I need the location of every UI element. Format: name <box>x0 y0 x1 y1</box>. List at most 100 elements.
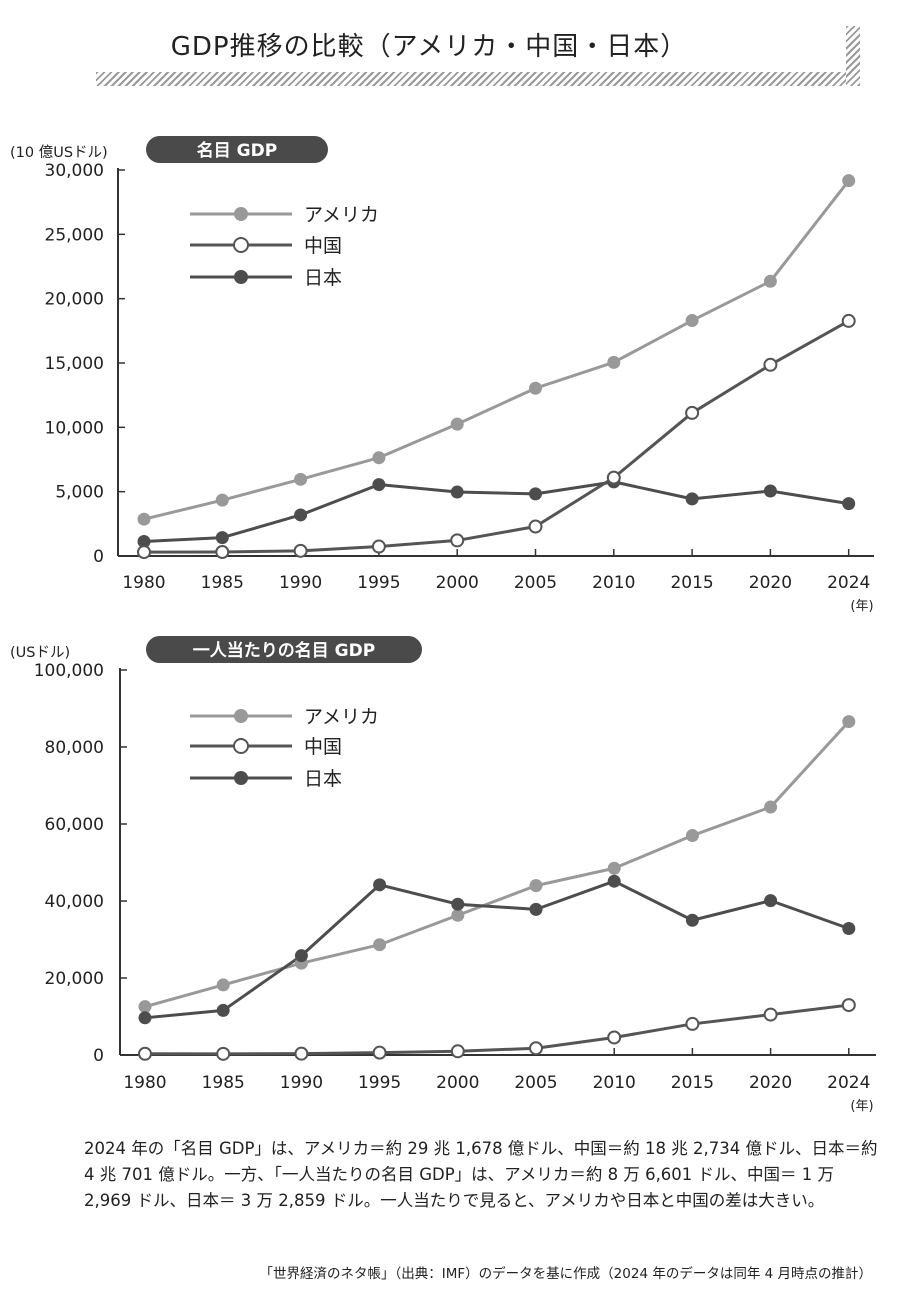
nominal-y-tick-label: 15,000 <box>45 354 104 374</box>
nominal-point-america <box>607 355 621 369</box>
per-capita-legend-label-china: 中国 <box>304 736 342 758</box>
nominal-point-china <box>606 470 621 485</box>
per-capita-y-axis-unit: (USドル) <box>10 645 70 661</box>
per-capita-point-china <box>529 1041 543 1056</box>
nominal-point-china <box>685 405 700 420</box>
per-capita-point-america <box>529 879 543 893</box>
per-capita-legend-label-america: アメリカ <box>304 706 379 728</box>
per-capita-x-tick-label: 1980 <box>123 1073 166 1093</box>
nominal-x-axis-unit: (年) <box>850 599 873 614</box>
per-capita-point-america <box>138 1000 152 1014</box>
per-capita-point-japan <box>216 1003 230 1017</box>
per-capita-x-tick-label: 2010 <box>593 1073 636 1093</box>
per-capita-point-japan <box>764 894 778 908</box>
nominal-point-japan <box>137 534 151 548</box>
nominal-point-japan <box>450 485 464 499</box>
per-capita-point-china <box>607 1030 622 1045</box>
nominal-point-japan <box>215 531 229 545</box>
nominal-x-tick-label: 2015 <box>670 573 713 593</box>
per-capita-y-tick-label: 100,000 <box>34 661 104 681</box>
title-hatch-side <box>846 26 860 86</box>
per-capita-point-america <box>451 908 465 922</box>
nominal-series-line-china <box>143 319 850 554</box>
per-capita-x-tick-label: 1995 <box>358 1073 401 1093</box>
per-capita-point-japan <box>451 897 465 911</box>
per-capita-point-china <box>841 998 856 1013</box>
nominal-y-tick-label: 20,000 <box>45 290 104 310</box>
per-capita-y-tick-label: 0 <box>93 1046 104 1066</box>
per-capita-point-china <box>138 1046 152 1061</box>
per-capita-y-tick-label: 40,000 <box>45 892 104 912</box>
nominal-y-tick-label: 30,000 <box>45 161 104 181</box>
nominal-point-china <box>528 519 543 534</box>
nominal-x-tick-label: 2010 <box>592 573 635 593</box>
page-title: GDP推移の比較（アメリカ・中国・日本） <box>170 32 688 62</box>
per-capita-legend-marker-japan <box>234 771 248 785</box>
per-capita-point-china <box>294 1046 309 1061</box>
nominal-y-tick-label: 10,000 <box>45 418 104 438</box>
per-capita-title-badge <box>146 636 422 663</box>
per-capita-point-china <box>216 1046 231 1061</box>
nominal-y-tick-label: 5,000 <box>55 483 104 503</box>
nominal-y-axis-unit: (10 億USドル) <box>10 144 108 161</box>
per-capita-series-line-japan <box>144 879 850 1020</box>
nominal-series-line-america <box>143 179 850 521</box>
nominal-legend-label-america: アメリカ <box>304 204 379 226</box>
nominal-point-japan <box>294 508 308 522</box>
nominal-point-japan <box>763 484 777 498</box>
per-capita-x-tick-label: 2020 <box>749 1073 792 1093</box>
nominal-point-china <box>137 545 151 560</box>
per-capita-x-tick-label: 2005 <box>514 1073 557 1093</box>
per-capita-legend-marker-america <box>234 709 248 723</box>
nominal-chart-title: 名目 GDP <box>197 140 277 161</box>
nominal-point-china <box>450 533 465 548</box>
per-capita-point-america <box>685 829 699 843</box>
per-capita-point-china <box>450 1044 465 1059</box>
per-capita-point-japan <box>842 921 856 935</box>
nominal-series-line-japan <box>143 480 849 543</box>
nominal-point-japan <box>529 487 542 501</box>
per-capita-legend-label-japan: 日本 <box>304 768 342 790</box>
per-capita-point-japan <box>138 1011 152 1025</box>
nominal-x-tick-label: 2005 <box>514 573 557 593</box>
per-capita-point-america <box>842 715 856 729</box>
per-capita-point-america <box>373 938 387 952</box>
per-capita-legend-marker-china <box>233 738 249 754</box>
per-capita-x-tick-label: 2000 <box>436 1073 479 1093</box>
nominal-point-america <box>685 314 699 328</box>
per-capita-point-america <box>764 800 778 814</box>
per-capita-x-tick-label: 1985 <box>202 1073 245 1093</box>
nominal-point-japan <box>372 478 386 492</box>
per-capita-y-tick-label: 20,000 <box>45 969 104 989</box>
per-capita-point-china <box>685 1016 700 1031</box>
nominal-x-tick-label: 2020 <box>749 573 792 593</box>
per-capita-point-japan <box>529 902 543 916</box>
nominal-x-tick-label: 2000 <box>436 573 479 593</box>
nominal-y-tick-label: 25,000 <box>45 225 104 245</box>
per-capita-y-tick-label: 80,000 <box>45 738 104 758</box>
per-capita-x-tick-label: 2015 <box>671 1073 714 1093</box>
per-capita-y-tick-label: 60,000 <box>45 815 104 835</box>
per-capita-x-axis-unit: (年) <box>850 1099 873 1114</box>
nominal-legend-marker-japan <box>234 270 248 284</box>
nominal-point-china <box>293 543 308 558</box>
nominal-point-america <box>763 274 777 288</box>
per-capita-series-line-america <box>144 720 850 1009</box>
nominal-point-america <box>842 174 856 188</box>
per-capita-point-japan <box>685 913 699 927</box>
nominal-x-tick-label: 2024 <box>827 573 870 593</box>
nominal-x-tick-label: 1995 <box>357 573 400 593</box>
nominal-point-china <box>215 545 230 560</box>
per-capita-x-tick-label: 2024 <box>827 1073 870 1093</box>
per-capita-point-america <box>607 861 621 875</box>
per-capita-point-china <box>372 1045 387 1060</box>
nominal-point-china <box>763 357 778 372</box>
nominal-legend-marker-america <box>234 207 248 221</box>
nominal-point-america <box>137 512 151 526</box>
per-capita-point-japan <box>294 949 308 963</box>
nominal-point-china <box>371 539 386 554</box>
per-capita-point-america <box>216 978 230 992</box>
nominal-x-tick-label: 1985 <box>201 573 244 593</box>
title-hatch-underline <box>96 72 860 86</box>
